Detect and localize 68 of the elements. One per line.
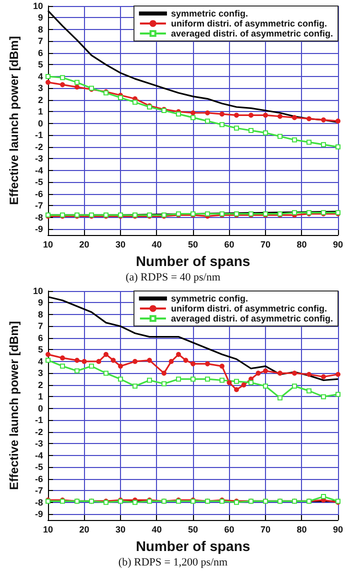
y-tick-label: 6: [38, 332, 43, 343]
y-tick-label: -1: [34, 415, 43, 426]
x-tick-label: 50: [188, 240, 198, 250]
y-tick-label: -6: [34, 188, 43, 199]
x-tick-label: 80: [296, 240, 307, 250]
y-tick-label: 10: [32, 1, 43, 11]
y-tick-label: -5: [34, 177, 43, 188]
y-tick-label: -1: [34, 130, 43, 140]
y-tick-label: -9: [34, 224, 43, 234]
x-tick-label: 70: [260, 240, 271, 250]
y-tick-label: 9: [38, 298, 43, 308]
y-tick-label: -4: [34, 450, 43, 460]
y-tick-label: 1: [38, 392, 43, 402]
y-tick-label: -9: [34, 509, 43, 520]
x-tick-label: 30: [115, 524, 126, 534]
x-tick-label: 90: [332, 524, 343, 534]
y-tick-label: -8: [34, 497, 43, 508]
legend-label: uniform distri. of asymmetric config.: [170, 18, 327, 28]
y-tick-label: 5: [38, 60, 43, 70]
y-tick-label: -6: [34, 474, 43, 484]
x-axis-title: Number of spans: [136, 538, 250, 554]
x-tick-label: 90: [332, 240, 343, 250]
y-tick-label: 10: [32, 286, 43, 296]
legend-label: symmetric config.: [170, 8, 248, 18]
y-tick-label: 3: [38, 83, 43, 94]
legend-label: uniform distri. of asymmetric config.: [170, 304, 327, 314]
y-tick-label: 0: [38, 118, 43, 128]
x-tick-label: 40: [152, 524, 162, 534]
text: (b) RDPS = 1,200 ps/nm: [118, 556, 228, 568]
y-tick-label: 1: [38, 106, 43, 117]
y-tick-label: 4: [38, 356, 43, 366]
y-axis-title: Effective launch power [dBm]: [7, 321, 21, 490]
y-tick-label: 2: [38, 380, 43, 390]
y-tick-label: -7: [34, 486, 43, 496]
y-tick-label: 6: [38, 48, 43, 58]
y-tick-label: 0: [38, 403, 43, 414]
legend-label: averaged distri. of asymmetric config.: [170, 28, 334, 38]
y-tick-label: 7: [38, 321, 43, 332]
y-tick-label: 8: [38, 24, 43, 34]
y-tick-label: -2: [34, 142, 43, 152]
x-axis-title: Number of spans: [136, 253, 250, 269]
y-tick-label: -3: [34, 154, 43, 164]
y-tick-label: 7: [38, 36, 43, 46]
y-tick-label: -5: [34, 462, 43, 472]
y-tick-label: 5: [38, 344, 43, 355]
y-tick-label: -2: [34, 426, 43, 437]
x-tick-label: 20: [79, 524, 90, 534]
y-tick-label: -3: [34, 438, 43, 449]
y-tick-label: 8: [38, 309, 43, 320]
x-tick-label: 30: [115, 240, 126, 250]
x-tick-label: 50: [188, 524, 198, 534]
text: (a) RDPS = 40 ps/nm: [126, 272, 221, 284]
x-tick-label: 60: [224, 240, 234, 250]
y-axis-title: Effective launch power [dBm]: [7, 36, 21, 205]
y-tick-label: -8: [34, 212, 43, 222]
legend-label: symmetric config.: [170, 294, 248, 304]
y-tick-label: -4: [34, 165, 43, 176]
x-tick-label: 60: [224, 524, 234, 534]
y-tick-label: -7: [34, 200, 43, 211]
x-tick-label: 80: [296, 524, 307, 534]
legend-label: averaged distri. of asymmetric config.: [170, 314, 334, 324]
x-tick-label: 40: [152, 240, 162, 250]
x-tick-label: 70: [260, 524, 271, 534]
y-tick-label: 4: [38, 71, 43, 82]
y-tick-label: 2: [38, 94, 43, 105]
y-tick-label: 3: [38, 368, 43, 378]
x-tick-label: 20: [79, 240, 90, 250]
y-tick-label: 9: [38, 12, 43, 23]
